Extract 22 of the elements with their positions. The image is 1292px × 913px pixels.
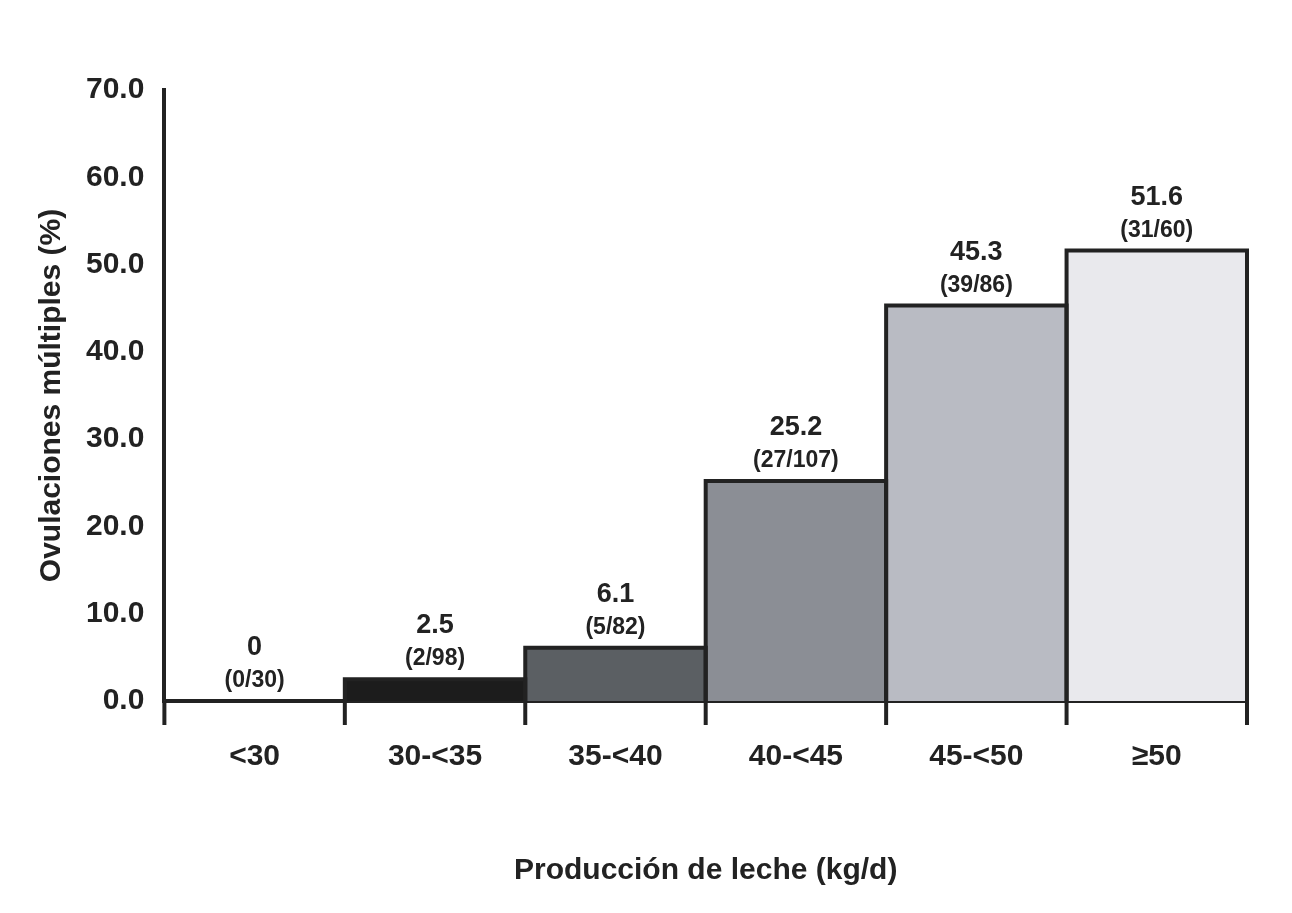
data-label: 51.6 (31/60) — [1120, 180, 1194, 242]
data-label: 6.1 (5/82) — [585, 577, 646, 639]
x-tick-label: <30 — [229, 738, 281, 772]
y-tick-label: 40.0 — [86, 333, 145, 367]
x-tick-label: ≥50 — [1131, 738, 1182, 772]
y-tick-label: 20.0 — [86, 507, 145, 541]
y-tick-label: 10.0 — [86, 594, 145, 628]
y-tick-label: 50.0 — [86, 245, 145, 279]
y-tick-label: 70.0 — [86, 71, 145, 105]
y-tick-label: 0.0 — [102, 682, 145, 716]
y-tick-label: 60.0 — [86, 158, 145, 192]
data-label: 2.5 (2/98) — [404, 609, 466, 671]
x-axis-title: Producción de leche (kg/d) — [513, 852, 898, 886]
data-label: 45.3 (39/86) — [939, 235, 1013, 297]
x-tick-label: 40-<45 — [748, 738, 844, 772]
x-tick-label: 30-<35 — [387, 738, 483, 772]
data-label: 25.2 (27/107) — [753, 411, 839, 473]
x-tick-label: 35-<40 — [568, 738, 663, 772]
y-tick-label: 30.0 — [86, 420, 145, 454]
data-label: 0 (0/30) — [224, 631, 285, 692]
x-tick-label: 45-<50 — [929, 738, 1024, 772]
y-axis-title: Ovulaciones múltiples (%) — [33, 208, 67, 583]
